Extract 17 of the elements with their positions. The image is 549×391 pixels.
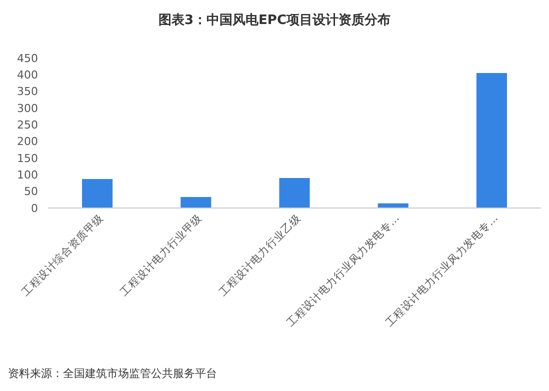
y-tick-label: 200 (17, 135, 38, 148)
chart-title: 图表3：中国风电EPC项目设计资质分布 (158, 12, 390, 28)
y-tick-label: 150 (17, 152, 38, 165)
y-tick-label: 350 (17, 85, 38, 98)
y-tick-label: 250 (17, 118, 38, 132)
text: 资料来源：全国建筑市场监管公共服务平台 (8, 367, 217, 380)
y-tick-label: 400 (17, 68, 38, 82)
x-tick-label: 工程设计电力行业甲级 (118, 212, 205, 298)
y-tick-label: 50 (24, 185, 38, 198)
y-tick-label: 300 (17, 102, 38, 115)
bar (82, 179, 113, 208)
x-tick-label: 工程设计电力行业乙级 (216, 212, 304, 298)
bar (180, 197, 212, 208)
bar (476, 73, 507, 208)
y-tick-label: 450 (17, 52, 38, 65)
y-tick-label: 100 (17, 168, 38, 182)
bar (279, 178, 310, 208)
